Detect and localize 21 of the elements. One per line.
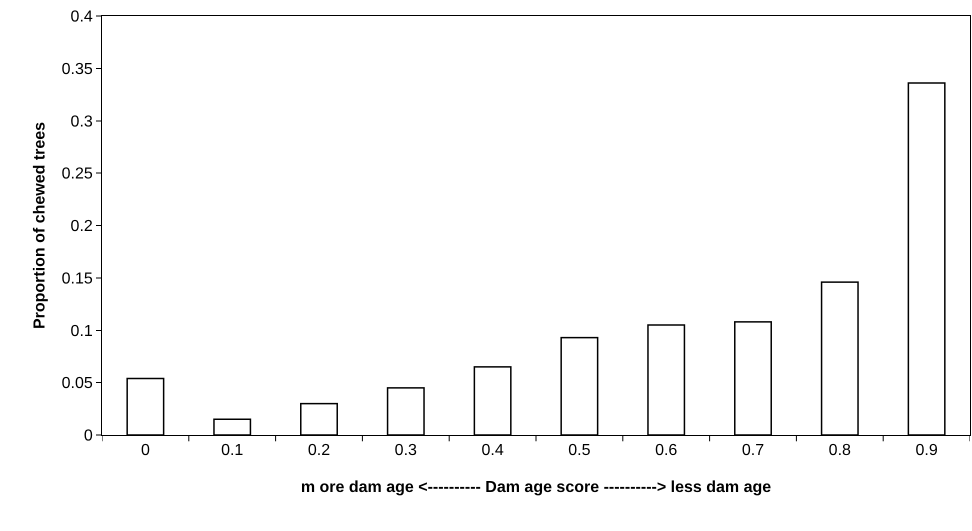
x-tick-label: 0.9 [915, 442, 938, 460]
x-axis-title: m ore dam age <---------- Dam age score ----------> less dam age [300, 478, 772, 496]
y-tick-label: 0.1 [70, 322, 93, 340]
x-tick-label: 0.6 [655, 442, 678, 460]
y-tick-label: 0.15 [62, 270, 93, 288]
y-axis-title: Proportion of chewed trees [32, 122, 49, 330]
y-tick-label: 0.2 [70, 218, 93, 236]
y-tick-label: 0.25 [62, 166, 93, 183]
y-tick-label: 0.05 [62, 375, 93, 392]
y-tick-label: 0.35 [62, 60, 93, 78]
x-tick-label: 0.3 [394, 442, 418, 460]
x-tick-label: 0.7 [742, 442, 764, 460]
x-tick-label: 0.1 [221, 442, 244, 460]
x-tick-label: 0.8 [828, 442, 852, 460]
y-tick-label: 0.4 [70, 8, 93, 26]
x-tick-label: 0 [140, 442, 150, 460]
y-tick-label: 0 [84, 428, 93, 445]
x-tick-label: 0.2 [308, 442, 330, 460]
x-tick-label: 0.5 [568, 442, 591, 460]
y-tick-label: 0.3 [70, 113, 93, 130]
x-tick-label: 0.4 [481, 442, 504, 460]
